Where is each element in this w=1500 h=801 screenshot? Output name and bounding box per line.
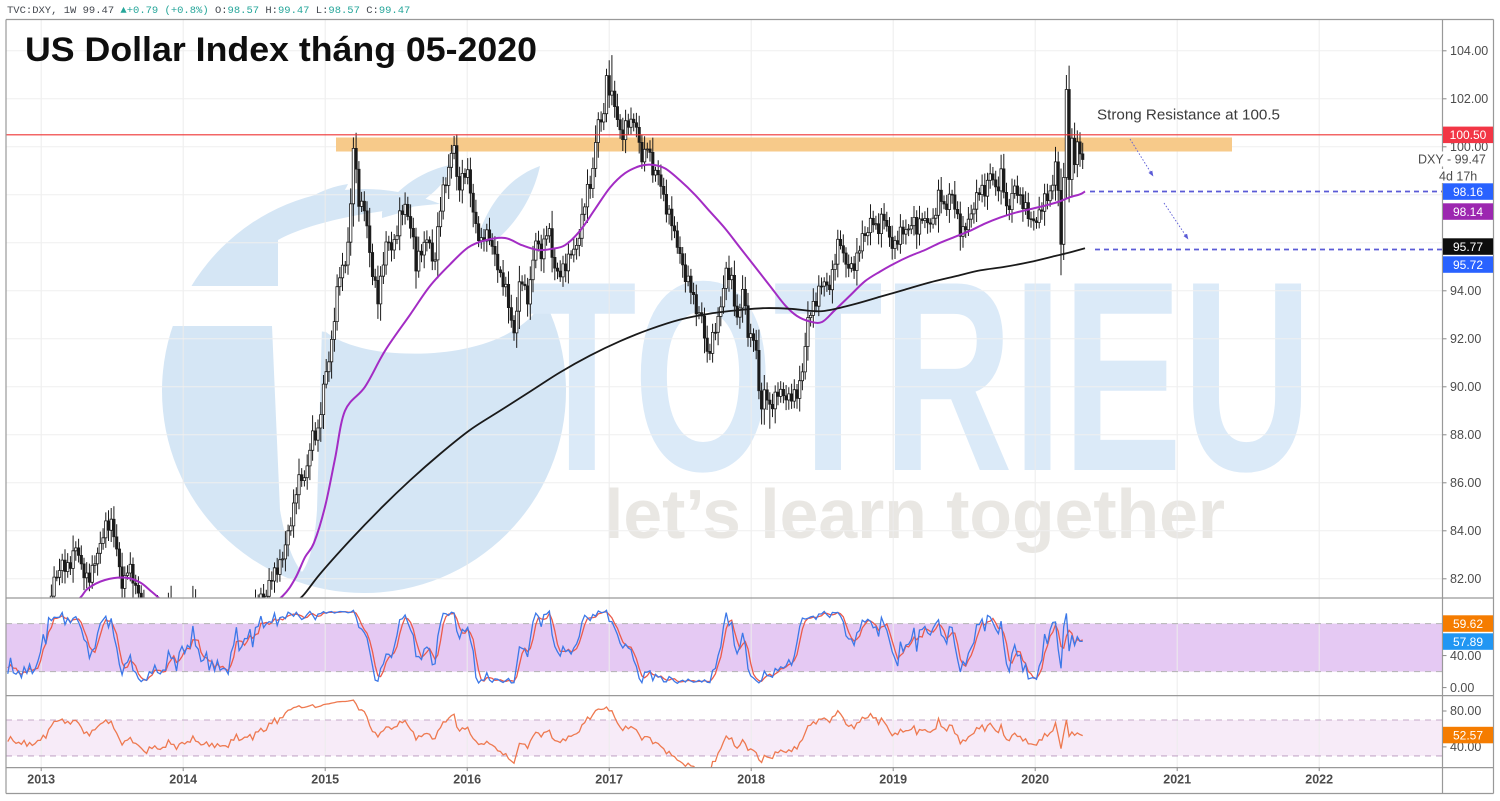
svg-text:40.00: 40.00 [1450, 740, 1481, 754]
svg-text:2016: 2016 [453, 773, 481, 787]
svg-text:57.89: 57.89 [1453, 635, 1483, 649]
svg-text:2021: 2021 [1163, 773, 1191, 787]
svg-text:94.00: 94.00 [1450, 284, 1481, 298]
svg-text:40.00: 40.00 [1450, 649, 1481, 663]
svg-text:2018: 2018 [737, 773, 765, 787]
svg-text:2020: 2020 [1021, 773, 1049, 787]
svg-text:2017: 2017 [595, 773, 623, 787]
svg-text:US Dollar Index tháng 05-2020: US Dollar Index tháng 05-2020 [25, 31, 537, 69]
svg-text:104.00: 104.00 [1450, 44, 1488, 58]
svg-text:92.00: 92.00 [1450, 332, 1481, 346]
svg-text:TVC:DXY, 1W 99.47 ▲+0.79 (+0.8: TVC:DXY, 1W 99.47 ▲+0.79 (+0.8%) O:98.57… [7, 5, 410, 17]
svg-text:52.57: 52.57 [1453, 728, 1483, 742]
svg-text:2013: 2013 [27, 773, 55, 787]
svg-text:100.00: 100.00 [1450, 140, 1488, 154]
svg-text:90.00: 90.00 [1450, 380, 1481, 394]
svg-text:84.00: 84.00 [1450, 524, 1481, 538]
svg-text:98.16: 98.16 [1453, 185, 1483, 199]
svg-text:98.14: 98.14 [1453, 205, 1483, 219]
svg-text:2014: 2014 [169, 773, 197, 787]
svg-text:2015: 2015 [311, 773, 339, 787]
svg-text:100.50: 100.50 [1450, 128, 1487, 142]
svg-text:2022: 2022 [1305, 773, 1333, 787]
svg-text:0.00: 0.00 [1450, 681, 1474, 695]
svg-text:102.00: 102.00 [1450, 92, 1488, 106]
svg-text:59.62: 59.62 [1453, 617, 1483, 631]
svg-text:let’s learn together: let’s learn together [604, 475, 1225, 553]
svg-text:95.72: 95.72 [1453, 258, 1483, 272]
svg-text:86.00: 86.00 [1450, 476, 1481, 490]
svg-text:TOTRIEU: TOTRIEU [527, 226, 1312, 528]
svg-text:2019: 2019 [879, 773, 907, 787]
svg-text:Strong Resistance at 100.5: Strong Resistance at 100.5 [1097, 107, 1280, 124]
svg-text:4d 17h: 4d 17h [1439, 170, 1477, 184]
svg-text:80.00: 80.00 [1450, 704, 1481, 718]
svg-text:88.00: 88.00 [1450, 428, 1481, 442]
svg-text:DXY - 99.47: DXY - 99.47 [1418, 153, 1486, 167]
svg-text:82.00: 82.00 [1450, 572, 1481, 586]
svg-text:95.77: 95.77 [1453, 240, 1483, 254]
